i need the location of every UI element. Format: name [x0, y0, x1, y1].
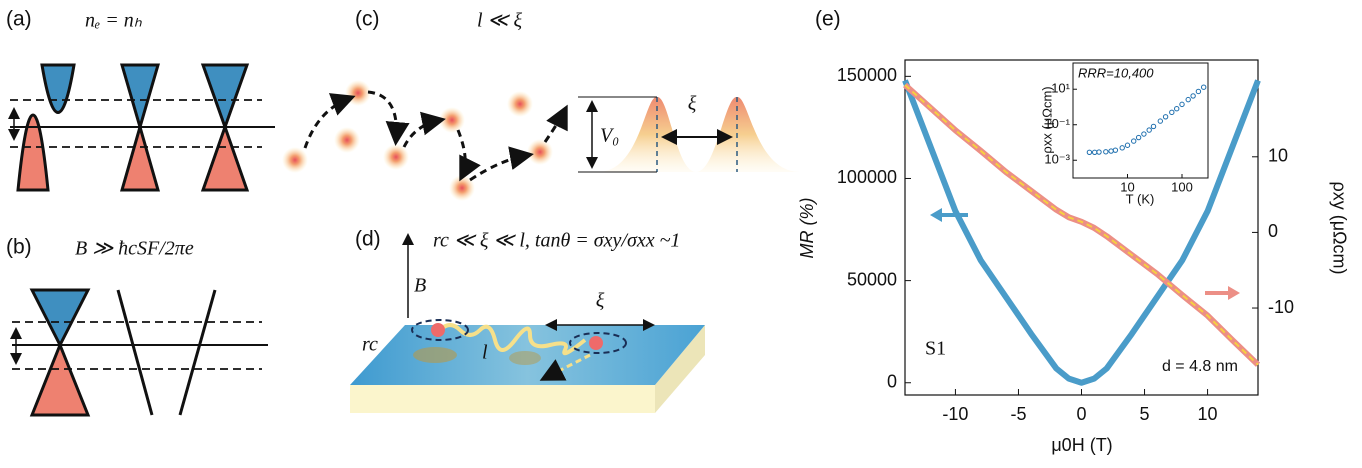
y-tick-label: 100000 — [837, 167, 897, 187]
y2-axis-label: ρxy (μΩcm) — [1329, 181, 1349, 274]
condition: rc ≪ ξ ≪ l, tanθ = σxy/σxx ~1 — [433, 230, 680, 252]
y-tick-label: 10¹ — [1051, 81, 1070, 96]
x-tick-label: 10 — [1120, 179, 1134, 194]
panel-label: (d) — [355, 228, 381, 251]
x-tick-label: -5 — [1010, 404, 1026, 424]
spacing-label: ξ — [688, 93, 697, 115]
x-tick-label: 100 — [1171, 179, 1193, 194]
y-tick-label: 50000 — [847, 269, 897, 289]
field-label: B — [414, 275, 426, 297]
body: {"panels": { "a": {"label": "(a)", "cond… — [0, 0, 1362, 468]
path-label: l — [482, 342, 488, 364]
inset-annotation: RRR=10,400 — [1078, 65, 1154, 80]
y2-tick-label: -10 — [1268, 297, 1294, 317]
panel-c: (c) l ≪ ξ V₀ ξ — [282, 8, 800, 201]
condition: nₑ = nₕ — [85, 10, 143, 32]
y-tick-label: 150000 — [837, 65, 897, 85]
panel-b: (b) B ≫ ħcSF/2πe — [6, 236, 268, 415]
barrier-label: V₀ — [600, 125, 619, 147]
panel-d: (d) rc ≪ ξ ≪ l, tanθ = σxy/σxx ~1 B ξ rc… — [350, 228, 705, 413]
panel-label: (c) — [355, 8, 380, 31]
x-tick-label: -10 — [942, 404, 968, 424]
condition: l ≪ ξ — [477, 10, 522, 32]
y2-tick-label: 0 — [1268, 221, 1278, 241]
panel-label: (e) — [815, 8, 841, 31]
y-tick-label: 10⁻³ — [1044, 152, 1070, 167]
panel-label: (b) — [6, 236, 32, 259]
x-tick-label: 10 — [1198, 404, 1218, 424]
y-axis-label: MR (%) — [797, 198, 817, 259]
panel-a: (a) nₑ = nₕ — [6, 8, 275, 190]
spacing-label: ξ — [596, 290, 605, 312]
page: body { margin: 0; background: #fff; font… — [0, 0, 1362, 468]
chart: (e) μ0H (T) MR (%) ρxy (μΩcm) S1 d = 4.8… — [797, 8, 1350, 455]
y-tick-label: 0 — [887, 371, 897, 391]
sample-label: S1 — [925, 338, 946, 360]
impurity-dots — [282, 80, 553, 201]
x-axis-label: μ0H (T) — [1051, 435, 1112, 455]
panel-label: (a) — [6, 8, 32, 31]
radius-label: rc — [362, 334, 378, 356]
condition: B ≫ ħcSF/2πe — [75, 238, 194, 260]
figure: (a) nₑ = nₕ (b) B ≫ ħcSF/2πe (c) l ≪ ξ — [0, 0, 1362, 468]
y-tick-label: 10⁻¹ — [1044, 116, 1070, 131]
x-tick-label: 0 — [1076, 404, 1086, 424]
thickness-label: d = 4.8 nm — [1162, 358, 1238, 375]
x-tick-label: 5 — [1140, 404, 1150, 424]
y2-tick-label: 10 — [1268, 146, 1288, 166]
